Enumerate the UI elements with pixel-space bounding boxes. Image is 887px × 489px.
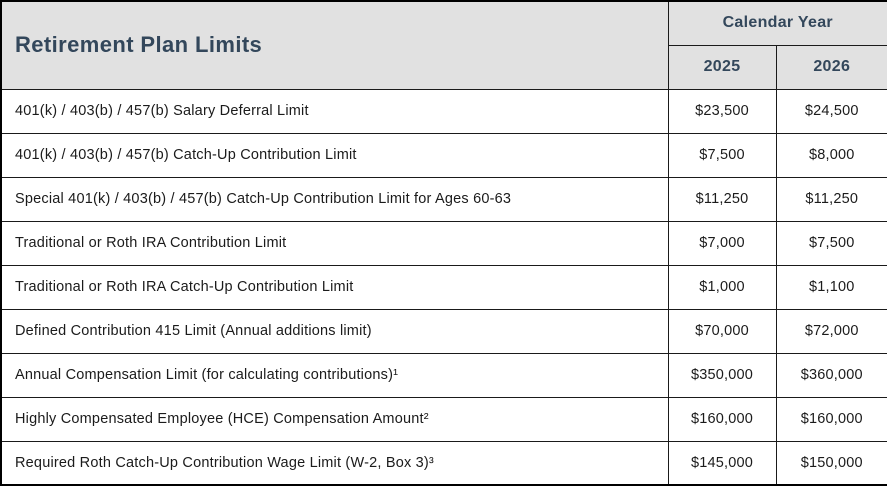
- row-value-2025: $160,000: [667, 396, 777, 442]
- table-row: Special 401(k) / 403(b) / 457(b) Catch-U…: [0, 176, 887, 222]
- row-value-2025: $1,000: [667, 264, 777, 310]
- row-label: Traditional or Roth IRA Catch-Up Contrib…: [0, 264, 669, 310]
- year-header-2026: 2026: [775, 44, 887, 90]
- page-title: Retirement Plan Limits: [0, 0, 669, 90]
- table-body: 401(k) / 403(b) / 457(b) Salary Deferral…: [0, 88, 887, 486]
- row-value-2026: $1,100: [775, 264, 887, 310]
- row-label: Annual Compensation Limit (for calculati…: [0, 352, 669, 398]
- row-value-2026: $160,000: [775, 396, 887, 442]
- table-row: Defined Contribution 415 Limit (Annual a…: [0, 308, 887, 354]
- row-value-2025: $23,500: [667, 88, 777, 134]
- row-label: 401(k) / 403(b) / 457(b) Salary Deferral…: [0, 88, 669, 134]
- row-label: Highly Compensated Employee (HCE) Compen…: [0, 396, 669, 442]
- table-row: Highly Compensated Employee (HCE) Compen…: [0, 396, 887, 442]
- row-label: Required Roth Catch-Up Contribution Wage…: [0, 440, 669, 486]
- table-row: 401(k) / 403(b) / 457(b) Catch-Up Contri…: [0, 132, 887, 178]
- row-value-2026: $7,500: [775, 220, 887, 266]
- header-row-calendar-year: Retirement Plan Limits Calendar Year: [0, 0, 887, 90]
- year-header-2025: 2025: [667, 44, 777, 90]
- table-row: Annual Compensation Limit (for calculati…: [0, 352, 887, 398]
- calendar-year-header: Calendar Year: [667, 0, 887, 46]
- row-label: Special 401(k) / 403(b) / 457(b) Catch-U…: [0, 176, 669, 222]
- table-row: 401(k) / 403(b) / 457(b) Salary Deferral…: [0, 88, 887, 134]
- row-value-2025: $145,000: [667, 440, 777, 486]
- row-value-2026: $72,000: [775, 308, 887, 354]
- row-value-2025: $7,000: [667, 220, 777, 266]
- row-value-2026: $24,500: [775, 88, 887, 134]
- row-value-2026: $8,000: [775, 132, 887, 178]
- row-label: Traditional or Roth IRA Contribution Lim…: [0, 220, 669, 266]
- row-value-2026: $150,000: [775, 440, 887, 486]
- row-value-2025: $11,250: [667, 176, 777, 222]
- row-value-2025: $350,000: [667, 352, 777, 398]
- row-label: 401(k) / 403(b) / 457(b) Catch-Up Contri…: [0, 132, 669, 178]
- table-header: Retirement Plan Limits Calendar Year 202…: [0, 0, 887, 90]
- row-value-2025: $70,000: [667, 308, 777, 354]
- row-value-2026: $360,000: [775, 352, 887, 398]
- table-row: Traditional or Roth IRA Contribution Lim…: [0, 220, 887, 266]
- table-row: Required Roth Catch-Up Contribution Wage…: [0, 440, 887, 486]
- row-label: Defined Contribution 415 Limit (Annual a…: [0, 308, 669, 354]
- row-value-2025: $7,500: [667, 132, 777, 178]
- row-value-2026: $11,250: [775, 176, 887, 222]
- table-row: Traditional or Roth IRA Catch-Up Contrib…: [0, 264, 887, 310]
